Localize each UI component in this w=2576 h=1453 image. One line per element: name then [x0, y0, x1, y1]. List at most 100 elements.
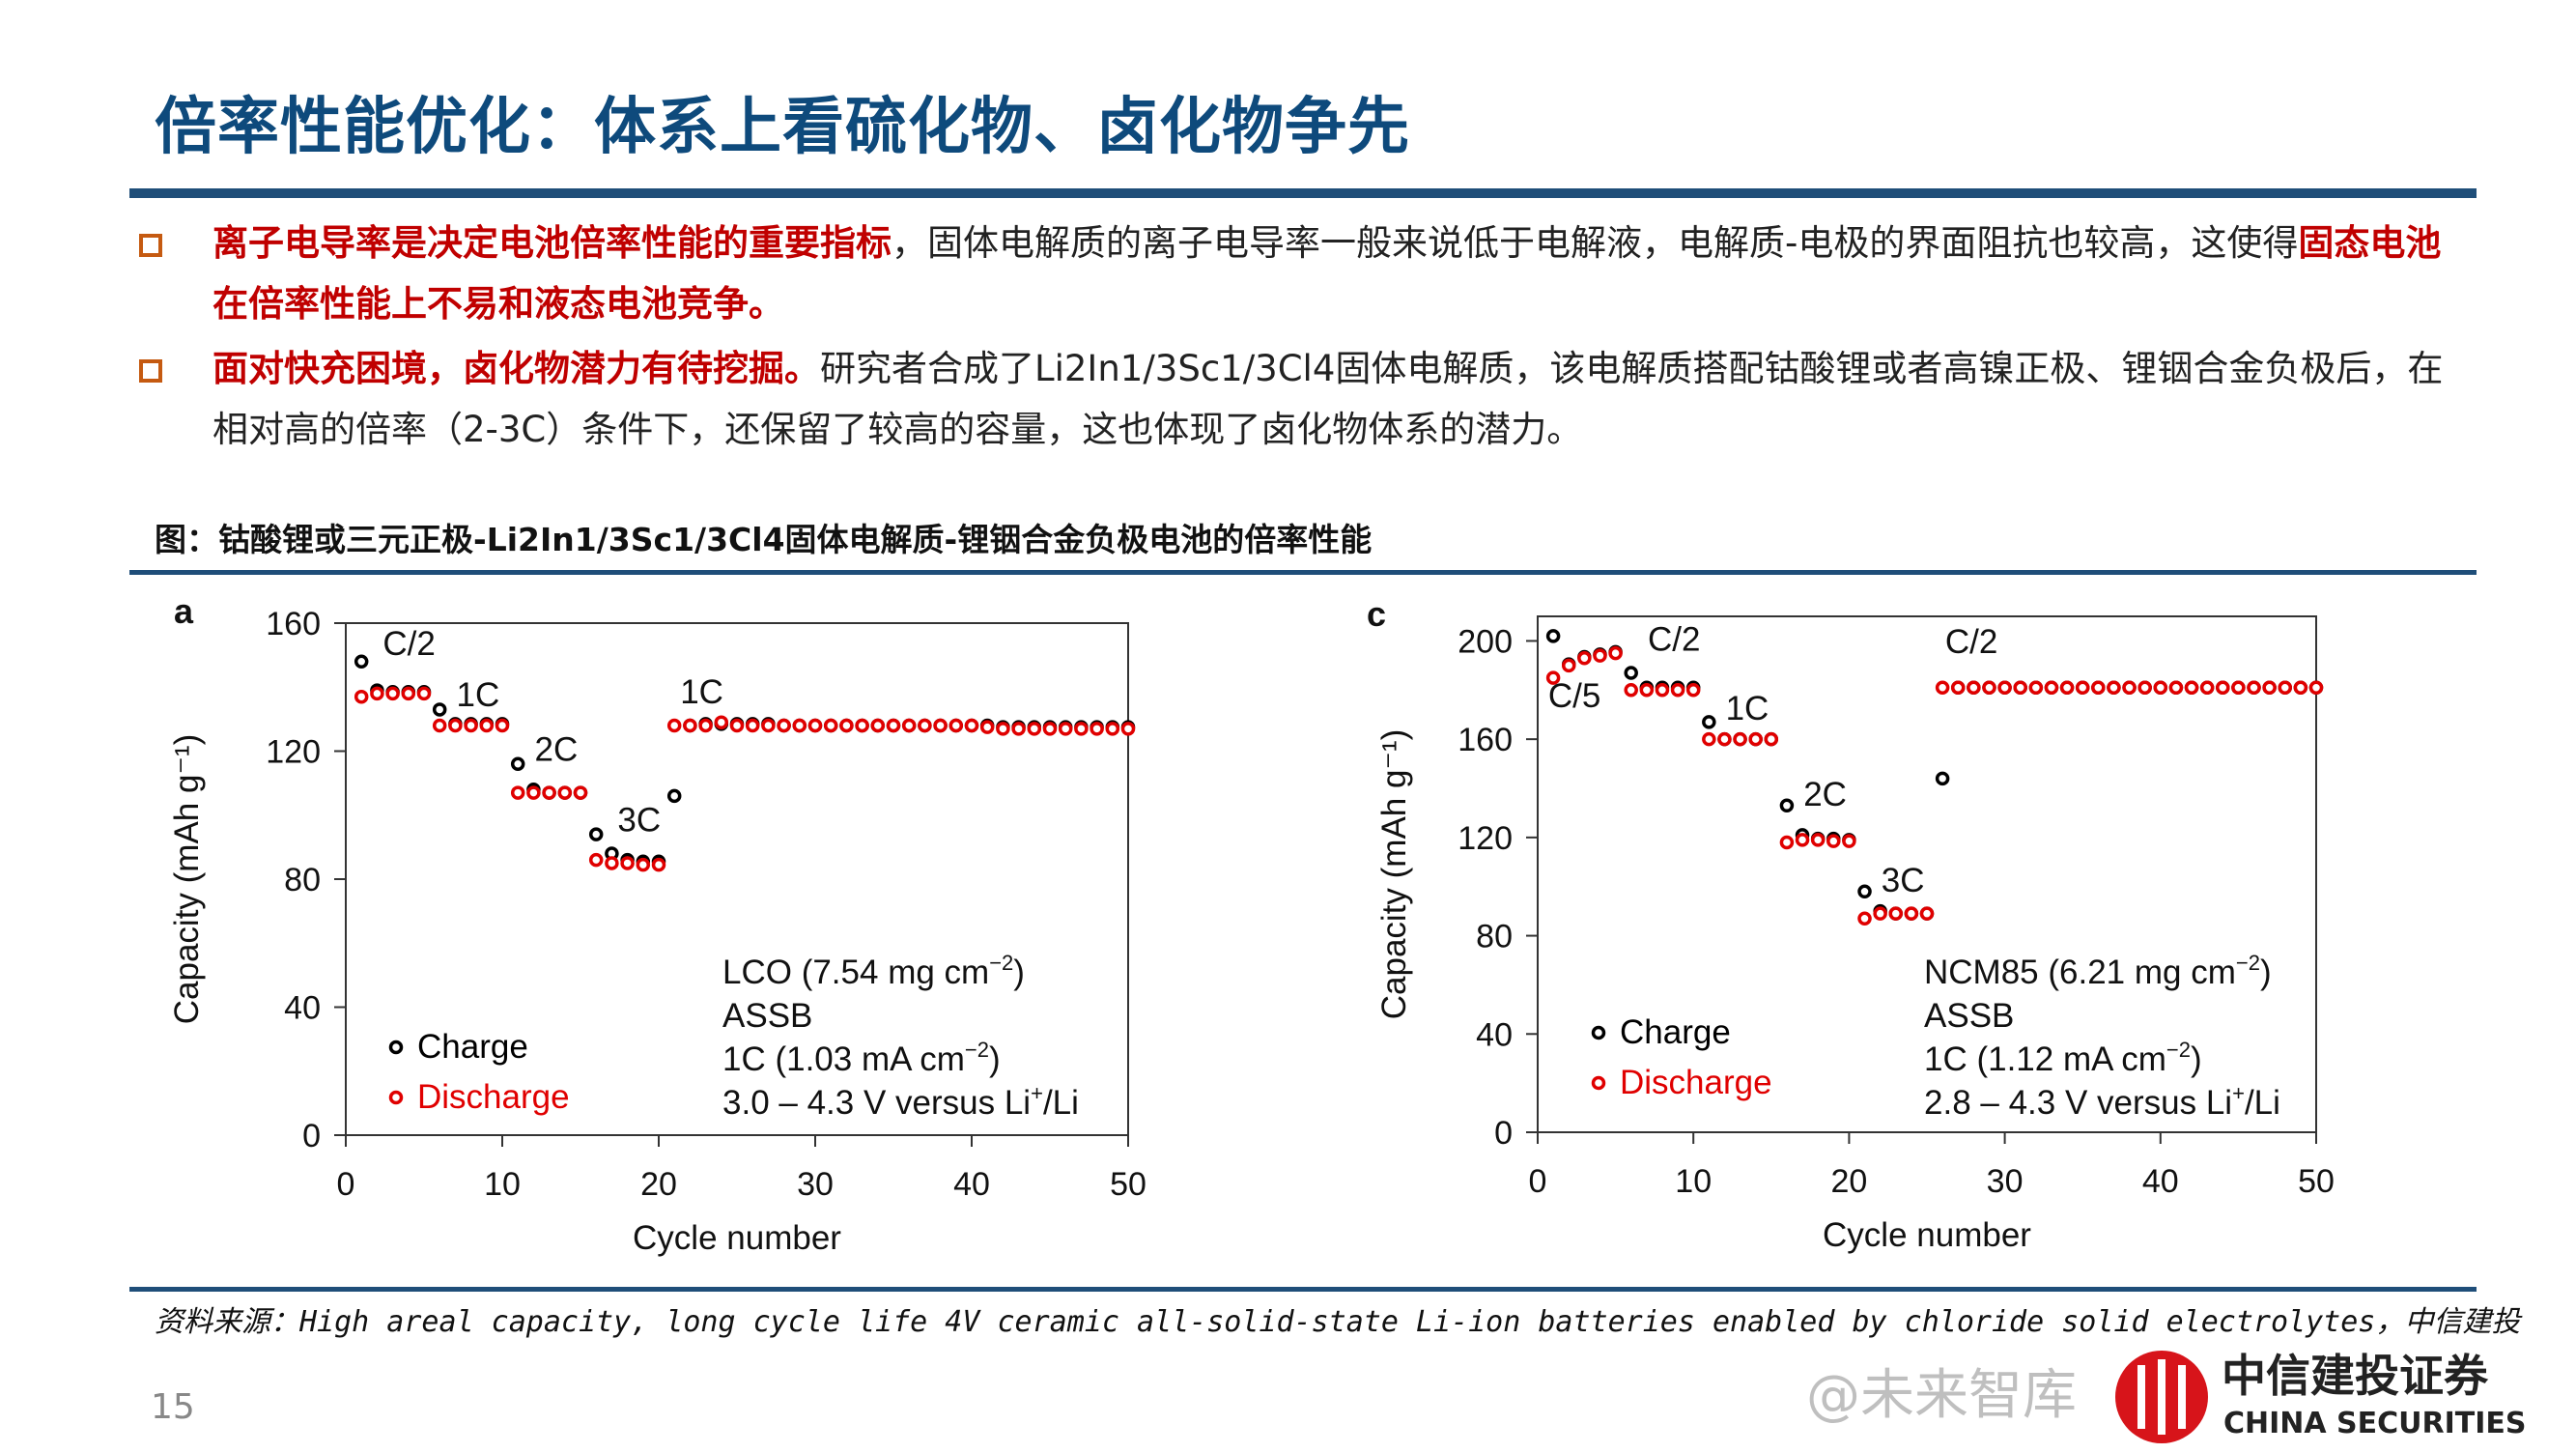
- info-line: NCM85 (6.21 mg cm−2): [1924, 951, 2272, 991]
- discharge-point: [416, 686, 432, 701]
- rate-annotation: C/2: [1648, 621, 1700, 659]
- title-divider: [129, 188, 2477, 198]
- charge-point: [1779, 798, 1795, 813]
- discharge-point: [1935, 680, 1950, 695]
- discharge-point: [1810, 833, 1826, 847]
- discharge-point: [666, 718, 682, 733]
- bullet-2-text: 研究者合成了Li2In1/3Sc1/3Cl4固体电解质，该电解质搭配钴酸锂或者高…: [212, 348, 2444, 450]
- bullet-1-emphasis: 离子电导率是决定电池倍率性能的重要指标: [212, 222, 892, 264]
- discharge-point: [683, 718, 697, 733]
- discharge-point: [1608, 645, 1623, 661]
- legend-marker-charge: [1591, 1025, 1606, 1040]
- y-tick-label: 160: [1458, 722, 1513, 758]
- plot-frame: [1537, 615, 2317, 1133]
- discharge-point: [1105, 722, 1120, 736]
- discharge-point: [432, 718, 447, 733]
- discharge-point: [1655, 683, 1670, 698]
- bullet-1-emphasis-2: 固态电池在倍率性能上不易和液态电池竞争。: [212, 222, 2442, 325]
- discharge-point: [792, 718, 807, 733]
- charge-point: [432, 702, 447, 717]
- discharge-point: [839, 718, 854, 733]
- panel-label: a: [174, 591, 194, 631]
- discharge-point: [2107, 680, 2121, 695]
- discharge-point: [1545, 670, 1561, 685]
- discharge-point: [2293, 680, 2308, 695]
- x-axis-label: Cycle number: [633, 1219, 841, 1257]
- discharge-point: [729, 718, 745, 733]
- discharge-point: [2122, 680, 2137, 695]
- discharge-point: [918, 718, 932, 733]
- info-line: ASSB: [722, 997, 812, 1035]
- rate-annotation: 3C: [1882, 862, 1925, 899]
- discharge-point: [2199, 680, 2215, 695]
- footer-divider: [129, 1287, 2477, 1292]
- discharge-point: [964, 718, 979, 733]
- discharge-point: [1997, 680, 2012, 695]
- discharge-point: [526, 785, 541, 800]
- square-bullet-icon: [139, 234, 162, 257]
- charge-point: [588, 827, 604, 841]
- discharge-point: [651, 857, 666, 872]
- discharge-point: [2075, 680, 2090, 695]
- discharge-point: [1795, 833, 1810, 847]
- discharge-point: [933, 718, 948, 733]
- discharge-point: [573, 785, 588, 800]
- discharge-point: [2184, 680, 2199, 695]
- discharge-point: [996, 722, 1010, 736]
- discharge-point: [1561, 658, 1576, 673]
- source-note: 资料来源：High areal capacity, long cycle lif…: [155, 1305, 2521, 1339]
- rate-annotation: C/2: [382, 625, 435, 663]
- discharge-point: [510, 785, 525, 800]
- discharge-point: [385, 686, 400, 701]
- discharge-point: [1639, 683, 1655, 698]
- charge-point: [1702, 715, 1716, 729]
- discharge-point: [464, 718, 478, 733]
- discharge-point: [401, 686, 416, 701]
- page-title: 倍率性能优化：体系上看硫化物、卤化物争先: [155, 92, 1410, 163]
- discharge-point: [761, 718, 776, 733]
- discharge-point: [1624, 683, 1638, 698]
- x-tick-label: 0: [1529, 1163, 1547, 1200]
- info-line: 1C (1.03 mA cm−2): [722, 1038, 1001, 1078]
- x-tick-label: 20: [640, 1166, 677, 1203]
- y-axis-label: Capacity (mAh g⁻¹): [1375, 729, 1413, 1020]
- watermark: @未来智库: [1806, 1364, 2077, 1427]
- discharge-point: [588, 852, 604, 868]
- discharge-point: [2044, 680, 2059, 695]
- y-tick-label: 160: [266, 606, 321, 642]
- rate-annotation: C/5: [1548, 677, 1600, 715]
- discharge-point: [1702, 731, 1716, 747]
- x-tick-label: 30: [797, 1166, 834, 1203]
- discharge-point: [714, 715, 729, 729]
- discharge-point: [1919, 906, 1935, 921]
- y-tick-label: 120: [1458, 820, 1513, 857]
- legend-marker-charge: [388, 1040, 404, 1055]
- discharge-point: [870, 718, 886, 733]
- charge-point: [1857, 884, 1872, 899]
- y-axis-label: Capacity (mAh g⁻¹): [168, 734, 206, 1025]
- charge-point: [666, 788, 682, 804]
- discharge-point: [448, 718, 463, 733]
- discharge-point: [2059, 680, 2075, 695]
- china-securities-logo: 中信建投证券 CHINA SECURITIES: [2115, 1351, 2540, 1447]
- legend-label-charge: Charge: [417, 1028, 528, 1066]
- discharge-point: [777, 718, 791, 733]
- charge-point: [1545, 629, 1561, 643]
- figure-caption: 图：钴酸锂或三元正极-Li2In1/3Sc1/3Cl4固体电解质-锂铟合金负极电…: [155, 521, 1373, 558]
- legend-marker-discharge: [388, 1090, 404, 1105]
- x-tick-label: 10: [1675, 1163, 1712, 1200]
- discharge-point: [557, 785, 573, 800]
- discharge-point: [1857, 911, 1872, 926]
- discharge-point: [1577, 650, 1592, 666]
- charge-point: [354, 654, 369, 669]
- x-axis-label: Cycle number: [1823, 1216, 2031, 1254]
- discharge-point: [2153, 680, 2168, 695]
- discharge-point: [620, 856, 635, 870]
- discharge-point: [807, 718, 823, 733]
- x-tick-label: 20: [1830, 1163, 1867, 1200]
- discharge-point: [745, 718, 760, 733]
- discharge-point: [2308, 680, 2324, 695]
- discharge-point: [1764, 731, 1779, 747]
- bullet-1: 离子电导率是决定电池倍率性能的重要指标，固体电解质的离子电导率一般来说低于电解液…: [139, 213, 2477, 334]
- discharge-point: [2028, 680, 2044, 695]
